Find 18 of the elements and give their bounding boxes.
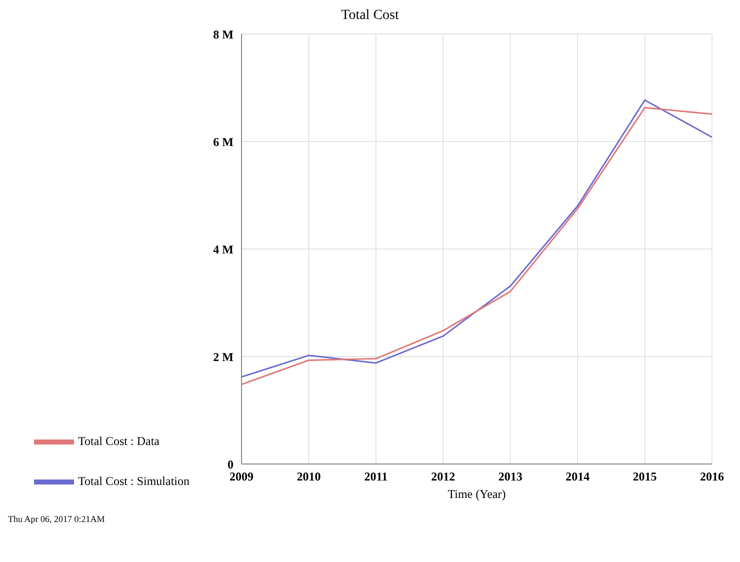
chart-title: Total Cost — [340, 8, 400, 24]
y-tick-label: 6 M — [213, 134, 234, 149]
x-tick-label: 2009 — [230, 470, 254, 484]
x-tick-label: 2010 — [296, 470, 321, 484]
x-tick-label: 2013 — [498, 470, 522, 484]
y-tick-label: 2 M — [213, 350, 234, 364]
text: Thu Apr 06, 2017 0:21AM — [8, 514, 106, 524]
x-tick-label: 2015 — [632, 470, 657, 484]
x-tick-label: 2011 — [364, 470, 388, 484]
y-tick-label: 0 — [228, 457, 234, 472]
x-tick-label: 2016 — [700, 470, 724, 484]
y-tick-label: 8 M — [213, 27, 234, 42]
x-tick-label: 2012 — [431, 470, 456, 484]
legend-label: Total Cost : Simulation — [78, 474, 190, 488]
x-axis-title: Time (Year) — [448, 487, 506, 501]
x-tick-label: 2014 — [566, 470, 590, 484]
y-tick-label: 4 M — [213, 242, 234, 256]
legend-label: Total Cost : Data — [78, 434, 160, 448]
